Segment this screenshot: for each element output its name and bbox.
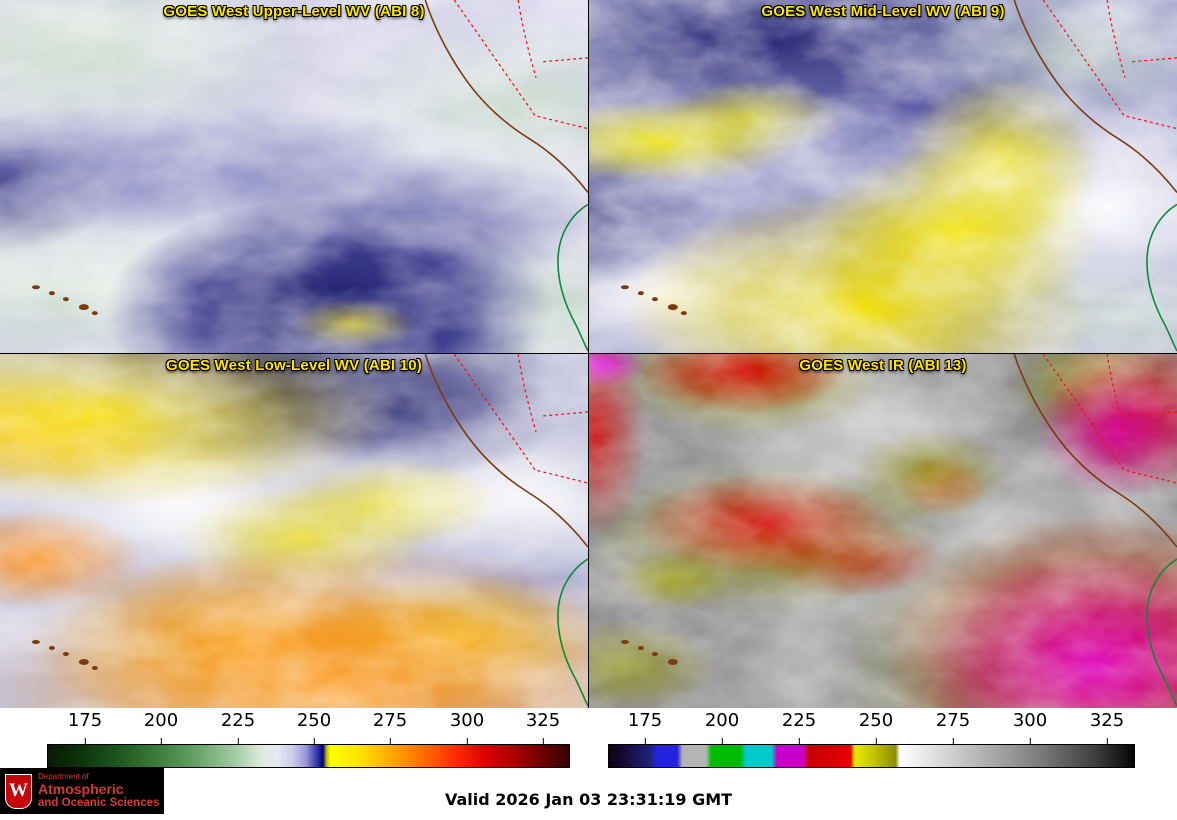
coastline (1013, 0, 1177, 193)
map-overlay (620, 0, 1177, 352)
map-overlay (620, 354, 1177, 707)
panel-upper-level-wv: GOES West Upper-Level WV (ABI 8) (0, 0, 588, 353)
panel-title: GOES West Upper-Level WV (ABI 8) (163, 3, 425, 20)
tick-label: 250 (858, 710, 894, 746)
state-borders (1131, 411, 1177, 417)
wv-colorbar (47, 744, 570, 768)
tick-label: 250 (296, 710, 332, 746)
uw-crest-icon: W (5, 773, 32, 809)
tick-label: 275 (935, 710, 971, 746)
panel-grid: GOES West Upper-Level WV (ABI 8) GOES We… (0, 0, 1177, 708)
logo-line-1: Department of (38, 772, 89, 782)
panel-title: GOES West IR (ABI 13) (799, 357, 967, 374)
state-borders (517, 0, 537, 78)
cloud-texture (589, 354, 1177, 708)
tick-label: 225 (220, 710, 256, 746)
panel-mid-level-wv: GOES West Mid-Level WV (ABI 9) (589, 0, 1177, 353)
panel-title: GOES West Low-Level WV (ABI 10) (166, 357, 422, 374)
map-overlay (31, 354, 588, 707)
aos-logo: W Department of Atmospheric and Oceanic … (0, 768, 164, 814)
tick-label: 175 (67, 710, 103, 746)
baja-coastline (1146, 203, 1177, 352)
tick-label: 225 (781, 710, 817, 746)
coastline (424, 354, 588, 548)
baja-coastline (557, 203, 588, 352)
tick-label: 200 (704, 710, 740, 746)
hawaii-islands (31, 640, 98, 670)
baja-coastline (557, 558, 588, 707)
logo-line-2: Atmospheric (38, 780, 124, 797)
panel-title: GOES West Mid-Level WV (ABI 9) (761, 3, 1005, 20)
coastline (424, 0, 588, 193)
valid-time: Valid 2026 Jan 03 23:31:19 GMT (444, 790, 733, 809)
panel-ir: GOES West IR (ABI 13) (589, 354, 1177, 708)
state-borders (542, 411, 588, 417)
state-borders (542, 57, 588, 63)
tick-label: 325 (525, 710, 561, 746)
cloud-texture (589, 0, 1177, 353)
state-borders (517, 354, 537, 433)
state-borders (1131, 57, 1177, 63)
ir-colorbar (608, 744, 1135, 768)
map-overlay (31, 0, 588, 352)
footer: 175 200 225 250 275 300 325 175 200 225 … (0, 708, 1177, 820)
cloud-texture (0, 354, 588, 708)
tick-label: 275 (372, 710, 408, 746)
tick-label: 175 (627, 710, 663, 746)
tick-label: 300 (1012, 710, 1048, 746)
hawaii-islands (620, 640, 678, 665)
tick-label: 325 (1089, 710, 1125, 746)
logo-line-3: and Oceanic Sciences (38, 796, 160, 809)
coastline (1013, 354, 1177, 548)
baja-coastline (1146, 558, 1177, 707)
tick-label: 200 (143, 710, 179, 746)
hawaii-islands (620, 285, 687, 316)
state-borders (1106, 354, 1126, 433)
hawaii-islands (31, 285, 98, 316)
state-borders (1106, 0, 1126, 78)
panel-low-level-wv: GOES West Low-Level WV (ABI 10) (0, 354, 588, 708)
tick-label: 300 (449, 710, 485, 746)
cloud-texture (0, 0, 588, 353)
